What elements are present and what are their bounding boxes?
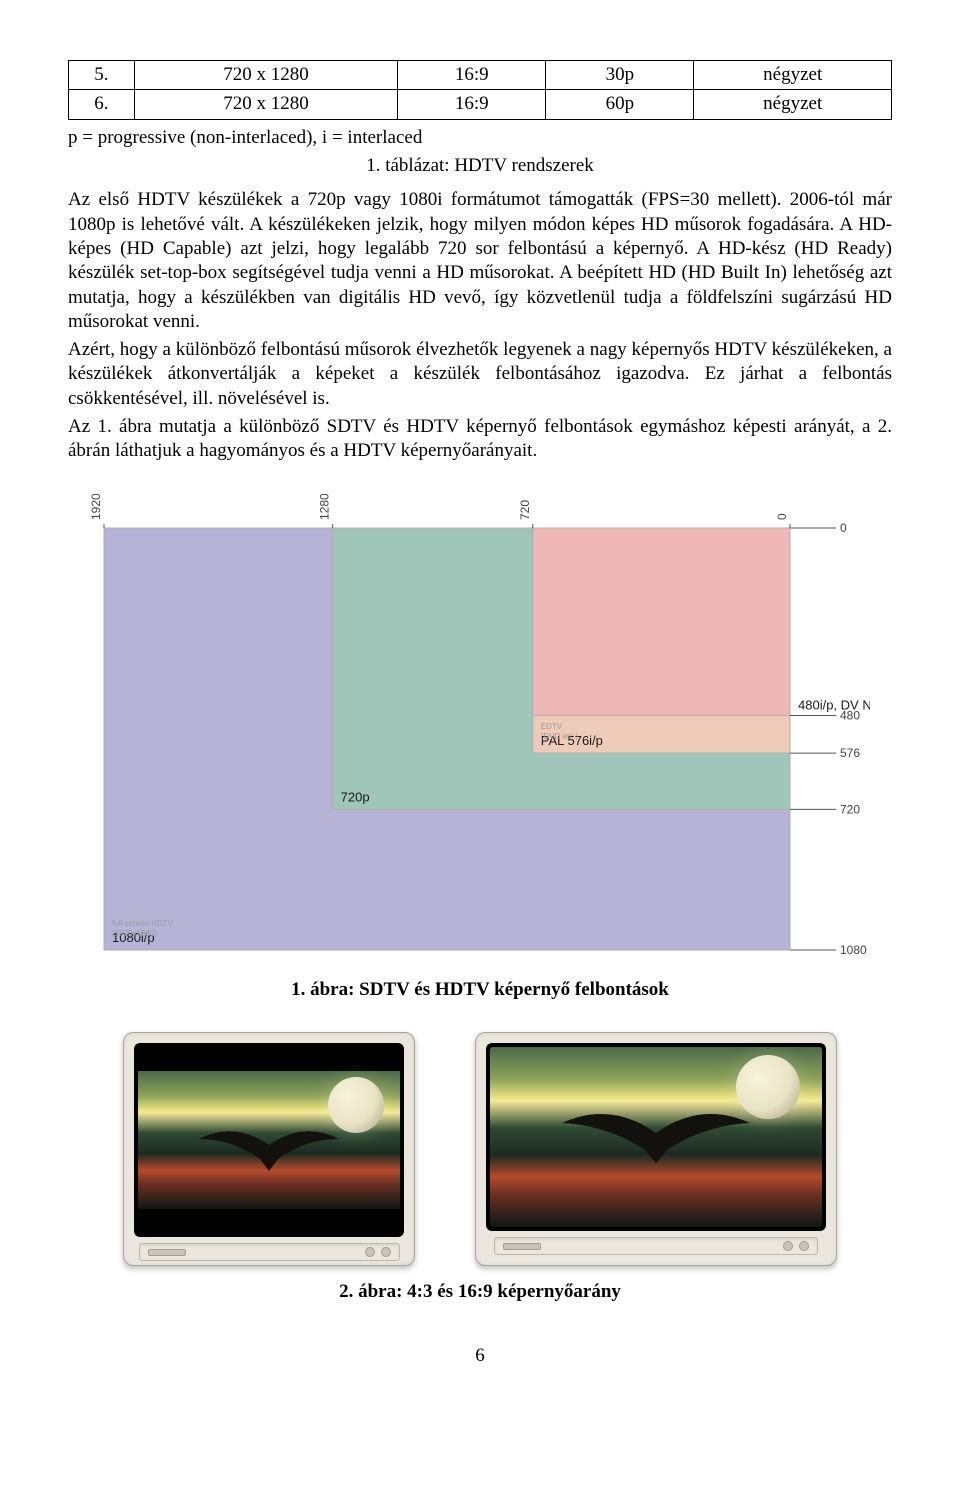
- table-cell: 6.: [69, 90, 135, 119]
- figure-2: [68, 1032, 892, 1266]
- svg-text:1920: 1920: [90, 494, 103, 520]
- table-cell: 720 x 1280: [134, 61, 397, 90]
- page-number: 6: [68, 1344, 892, 1368]
- tv-4-3: [123, 1032, 415, 1266]
- svg-text:720: 720: [840, 802, 860, 816]
- figure-2-caption: 2. ábra: 4:3 és 16:9 képernyőarány: [68, 1280, 892, 1304]
- svg-text:0: 0: [775, 513, 789, 520]
- svg-text:EDTV: EDTV: [541, 722, 563, 731]
- table-cell: 30p: [546, 61, 694, 90]
- svg-text:(DVD etc.): (DVD etc.): [541, 732, 579, 741]
- hdtv-formats-table: 5.720 x 128016:930pnégyzet6.720 x 128016…: [68, 60, 892, 120]
- table-cell: 16:9: [398, 61, 546, 90]
- table-legend: p = progressive (non-interlaced), i = in…: [68, 126, 892, 150]
- table-cell: négyzet: [694, 90, 892, 119]
- figure-1: 1080i/p720pPAL 576i/p480i/p, DV NTSCEDTV…: [68, 494, 892, 964]
- paragraph-2: Azért, hogy a különböző felbontású műsor…: [68, 338, 892, 411]
- figure-1-caption: 1. ábra: SDTV és HDTV képernyő felbontás…: [68, 978, 892, 1002]
- table-cell: 16:9: [398, 90, 546, 119]
- table-row: 5.720 x 128016:930pnégyzet: [69, 61, 892, 90]
- svg-text:(1920x1080): (1920x1080): [112, 929, 157, 938]
- table-row: 6.720 x 128016:960pnégyzet: [69, 90, 892, 119]
- table-cell: négyzet: [694, 61, 892, 90]
- table-caption: 1. táblázat: HDTV rendszerek: [68, 154, 892, 178]
- paragraph-1: Az első HDTV készülékek a 720p vagy 1080…: [68, 188, 892, 334]
- svg-text:480: 480: [840, 708, 860, 722]
- table-cell: 720 x 1280: [134, 90, 397, 119]
- svg-text:720: 720: [518, 499, 532, 519]
- paragraph-3: Az 1. ábra mutatja a különböző SDTV és H…: [68, 415, 892, 464]
- svg-text:0: 0: [840, 521, 847, 535]
- svg-text:576: 576: [840, 746, 860, 760]
- svg-text:1080: 1080: [840, 943, 867, 957]
- tv-16-9: [475, 1032, 837, 1266]
- svg-text:1280: 1280: [318, 494, 332, 520]
- bird-icon: [556, 1107, 756, 1163]
- table-cell: 5.: [69, 61, 135, 90]
- svg-text:full-screen HDTV: full-screen HDTV: [112, 919, 174, 928]
- resolution-diagram: 1080i/p720pPAL 576i/p480i/p, DV NTSCEDTV…: [90, 494, 870, 964]
- bird-icon: [194, 1125, 344, 1171]
- table-cell: 60p: [546, 90, 694, 119]
- svg-text:720p: 720p: [341, 789, 370, 804]
